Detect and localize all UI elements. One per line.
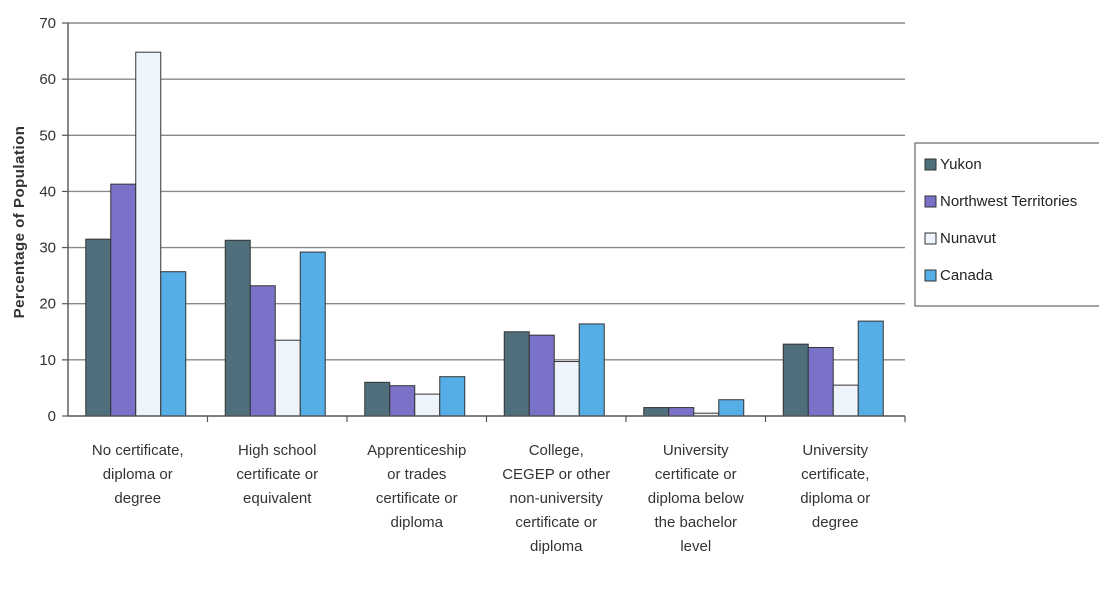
bars [85,51,884,417]
y-tick-label: 20 [39,296,56,313]
y-axis-label: Percentage of Population [11,126,28,319]
legend-swatch [924,269,937,282]
bar-yukon [85,238,112,417]
legend-swatch [924,195,937,208]
bar-northwest-territories [249,285,276,417]
axes [67,23,906,422]
x-tick-label: High school certificate or equivalent [236,442,318,507]
bar-nunavut [135,51,162,417]
x-tick-label: University certificate or diploma below the… [648,442,744,555]
x-tick-label: University certificate, diploma or degree [800,442,870,531]
bar-northwest-territories [110,183,137,417]
bar-canada [439,376,466,417]
bar-nunavut [832,384,859,417]
y-tick-label: 10 [39,352,56,369]
bar-yukon [503,331,530,417]
y-tick-label: 70 [39,15,56,32]
y-tick-label: 30 [39,240,56,257]
y-axis-ticks: 0 10 20 30 40 50 60 70 [39,15,68,425]
y-tick-label: 40 [39,183,56,200]
legend-swatch [924,232,937,245]
x-tick-label: College, CEGEP or other non-university cert… [502,442,610,555]
bar-yukon [782,343,809,417]
bar-canada [718,399,745,417]
bar-yukon [224,239,251,417]
legend-box [914,142,1099,307]
bar-canada [299,251,326,417]
bar-nunavut [414,393,441,417]
bar-yukon [643,407,670,417]
bar-northwest-territories [668,407,695,417]
bar-nunavut [553,361,580,417]
x-tick-label: No certificate, diploma or degree [92,442,184,507]
x-axis-category-labels: No certificate, diploma or degree High scho… [92,442,870,555]
y-tick-label: 0 [48,408,56,425]
bar-yukon [364,381,391,417]
bar-northwest-territories [528,334,555,417]
legend-entry: Yukon [940,156,982,173]
grid-lines [68,22,905,361]
bar-nunavut [274,339,301,417]
legend: Yukon Northwest Territories Nunavut Canada [914,142,1099,307]
legend-entry: Canada [940,267,993,284]
legend-swatch [924,158,937,171]
legend-entry: Northwest Territories [940,193,1077,210]
bar-northwest-territories [807,347,834,417]
bar-canada [160,271,187,417]
bar-canada [857,320,884,417]
legend-entry: Nunavut [940,230,997,247]
y-tick-label: 50 [39,127,56,144]
bar-canada [578,323,605,417]
x-tick-label: Apprenticeship or trades certificate or dip… [367,442,466,531]
y-tick-label: 60 [39,71,56,88]
bar-northwest-territories [389,385,416,417]
